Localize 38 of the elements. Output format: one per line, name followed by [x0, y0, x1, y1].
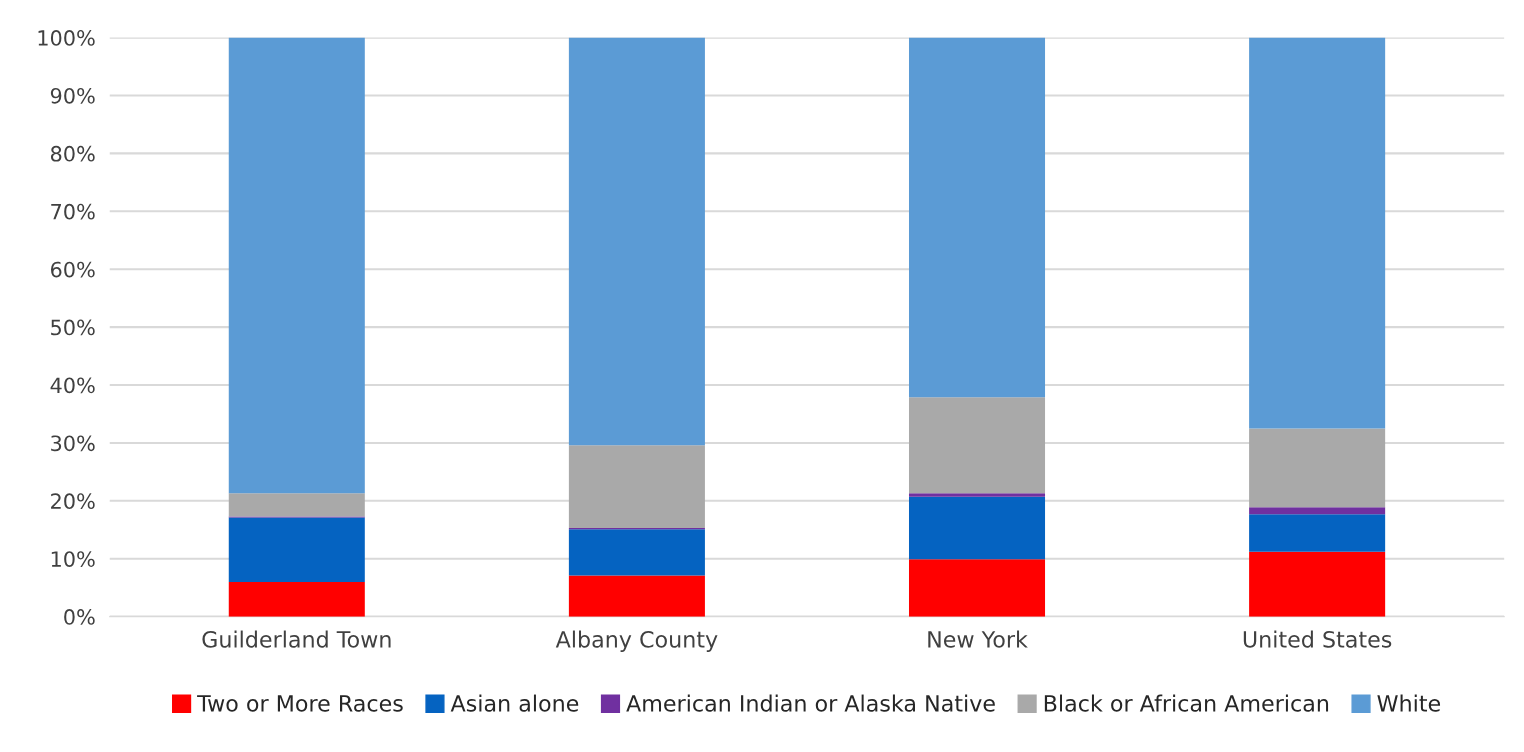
y-tick-label: 90%	[50, 87, 95, 104]
bar	[908, 496, 1046, 560]
y-tick-label: 0%	[64, 609, 95, 625]
bar	[908, 37, 1046, 398]
y-tick-label: 70%	[51, 203, 95, 220]
bar	[1249, 551, 1386, 617]
y-tick-label: 40%	[50, 377, 95, 394]
bar	[568, 529, 705, 576]
bar	[568, 37, 705, 446]
y-tick-label: 60%	[50, 261, 95, 278]
y-tick-label: 20%	[51, 493, 95, 510]
bar	[908, 493, 1046, 497]
legend-label: Asian alone	[450, 694, 579, 712]
x-tick-label: United States	[1243, 630, 1392, 648]
y-tick-label: 100%	[38, 30, 95, 46]
x-tick-label: Guilderland Town	[202, 630, 391, 648]
legend-label: Black or African American	[1044, 694, 1329, 712]
bar	[568, 445, 705, 529]
legend-label: American Indian or Alaska Native	[626, 694, 995, 712]
bar	[228, 517, 365, 582]
bar	[228, 37, 365, 494]
bar	[568, 575, 705, 617]
bar	[228, 581, 365, 617]
bar	[1249, 428, 1386, 508]
bar	[228, 493, 365, 517]
bar	[908, 559, 1046, 617]
bar	[1249, 514, 1386, 552]
bar	[1249, 37, 1386, 429]
x-tick-label: New York	[928, 630, 1028, 648]
y-tick-label: 30%	[51, 435, 95, 452]
bar	[908, 397, 1046, 494]
bar	[1249, 507, 1386, 515]
legend-label: White	[1377, 694, 1441, 712]
y-tick-label: 80%	[50, 145, 95, 162]
y-tick-label: 50%	[51, 319, 95, 336]
x-tick-label: Albany County	[555, 630, 718, 653]
legend-label: Two or More Races	[197, 695, 403, 712]
y-tick-label: 10%	[51, 551, 95, 567]
